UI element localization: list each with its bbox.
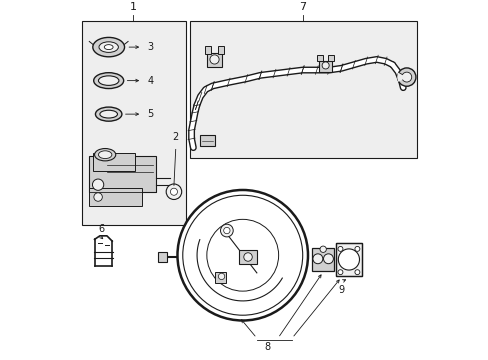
Text: 7: 7 — [299, 2, 305, 12]
Wedge shape — [396, 72, 406, 82]
Circle shape — [220, 224, 233, 237]
Circle shape — [354, 270, 359, 275]
Bar — [82, 21, 186, 225]
Ellipse shape — [98, 151, 112, 158]
Ellipse shape — [94, 149, 116, 161]
Ellipse shape — [95, 107, 122, 121]
Text: 5: 5 — [147, 109, 153, 119]
Bar — [189, 21, 416, 158]
Bar — [336, 243, 361, 276]
Bar — [336, 243, 361, 276]
Bar — [215, 272, 225, 283]
Circle shape — [337, 270, 342, 275]
Ellipse shape — [100, 110, 117, 118]
Circle shape — [354, 246, 359, 251]
Circle shape — [244, 253, 252, 261]
Bar — [89, 188, 142, 206]
Circle shape — [170, 188, 177, 195]
Circle shape — [209, 55, 219, 64]
Circle shape — [397, 68, 415, 86]
Bar — [218, 46, 224, 54]
Text: 4: 4 — [147, 76, 153, 86]
Circle shape — [312, 254, 322, 264]
Bar — [311, 248, 334, 271]
Circle shape — [323, 254, 333, 264]
Circle shape — [319, 246, 325, 252]
Text: 9: 9 — [338, 285, 344, 295]
Ellipse shape — [99, 42, 118, 53]
Circle shape — [218, 273, 224, 280]
Bar — [204, 46, 210, 54]
Circle shape — [401, 72, 411, 82]
Ellipse shape — [93, 37, 124, 57]
Circle shape — [177, 190, 307, 320]
Circle shape — [337, 246, 342, 251]
Circle shape — [166, 184, 182, 199]
Bar — [206, 53, 222, 67]
Bar — [317, 55, 322, 61]
Ellipse shape — [94, 73, 123, 89]
Bar — [328, 55, 333, 61]
Circle shape — [183, 195, 302, 315]
Bar — [93, 153, 135, 171]
Bar — [158, 252, 166, 262]
Bar — [319, 60, 331, 72]
Bar — [200, 135, 215, 146]
Circle shape — [223, 228, 229, 234]
Bar — [89, 157, 156, 192]
Circle shape — [92, 179, 103, 190]
Text: 3: 3 — [147, 42, 153, 52]
Circle shape — [338, 249, 359, 270]
Text: 2: 2 — [172, 132, 179, 142]
Text: 6: 6 — [99, 224, 104, 234]
Text: 8: 8 — [264, 342, 270, 352]
Circle shape — [322, 62, 328, 69]
Bar — [239, 250, 256, 264]
Circle shape — [206, 219, 278, 291]
Circle shape — [94, 193, 102, 201]
Ellipse shape — [104, 45, 113, 50]
Text: 1: 1 — [130, 2, 137, 12]
Ellipse shape — [98, 76, 119, 85]
